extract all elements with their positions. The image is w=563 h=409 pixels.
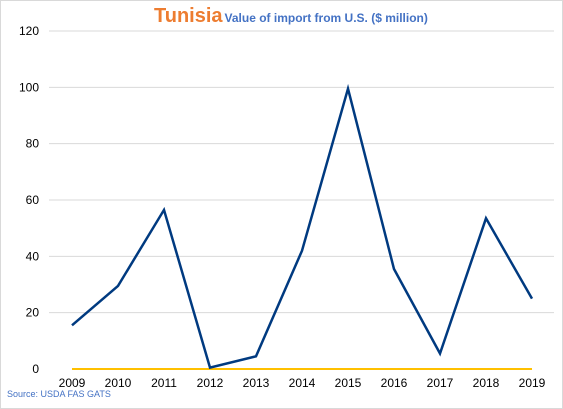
x-tick-label: 2012 xyxy=(197,376,224,390)
x-tick-label: 2010 xyxy=(105,376,132,390)
x-tick-label: 2017 xyxy=(427,376,454,390)
x-tick-label: 2009 xyxy=(59,376,86,390)
x-tick-label: 2018 xyxy=(473,376,500,390)
y-tick-label: 80 xyxy=(26,137,40,151)
chart-title: Tunisia Value of import from U.S. ($ mill… xyxy=(154,4,428,30)
x-tick-label: 2013 xyxy=(243,376,270,390)
x-tick-label: 2014 xyxy=(289,376,316,390)
x-tick-label: 2015 xyxy=(335,376,362,390)
y-tick-label: 60 xyxy=(26,193,40,207)
source-note: Source: USDA FAS GATS xyxy=(7,389,111,399)
x-tick-label: 2011 xyxy=(151,376,177,390)
y-tick-label: 20 xyxy=(26,306,40,320)
y-tick-label: 120 xyxy=(19,24,39,38)
chart-title-main: Tunisia xyxy=(154,5,223,27)
series-line-1 xyxy=(71,83,534,370)
x-tick-label: 2016 xyxy=(381,376,408,390)
y-tick-label: 0 xyxy=(32,362,39,376)
chart-subtitle: Value of import from U.S. ($ million) xyxy=(224,11,428,25)
y-tick-label: 40 xyxy=(26,249,40,263)
y-tick-label: 100 xyxy=(19,80,39,94)
x-tick-label: 2019 xyxy=(519,376,546,390)
